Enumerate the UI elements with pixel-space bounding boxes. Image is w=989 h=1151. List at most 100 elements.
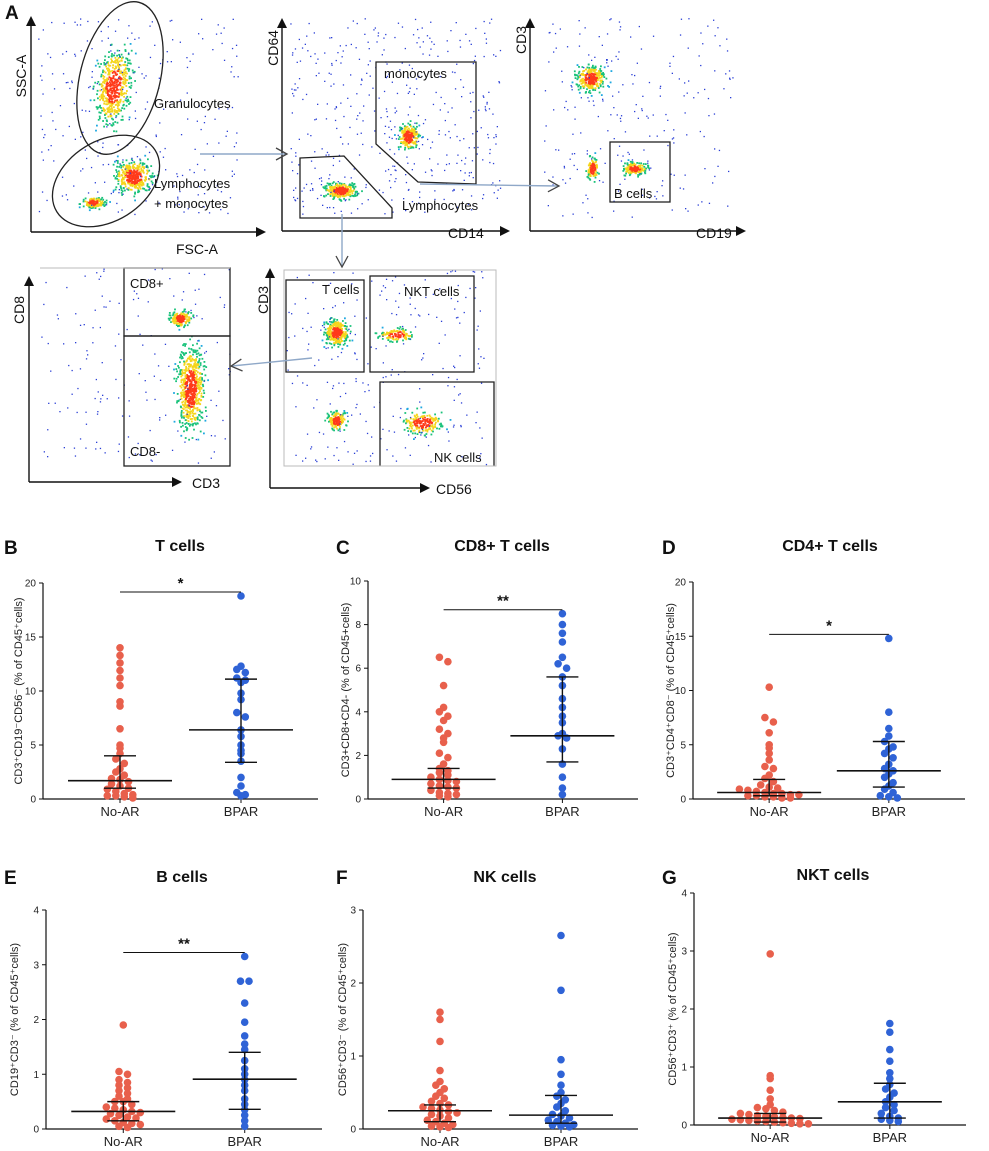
flow-event — [121, 415, 124, 417]
flow-event — [196, 409, 199, 411]
flow-event — [622, 84, 624, 86]
flow-event — [578, 91, 581, 94]
flow-event — [679, 34, 682, 36]
flow-event — [111, 109, 114, 112]
flow-event — [339, 194, 341, 197]
flow-event — [96, 82, 98, 85]
flow-event — [112, 54, 115, 57]
flow-event — [406, 144, 408, 146]
flow-event — [418, 124, 421, 127]
flow-event — [184, 426, 187, 428]
flow-event — [412, 146, 414, 149]
flow-event — [136, 177, 139, 180]
flow-event — [184, 308, 186, 311]
flow-event — [407, 114, 409, 116]
flow-event — [52, 120, 54, 122]
flow-event — [374, 130, 376, 132]
flow-event — [445, 163, 448, 166]
flow-event — [122, 182, 125, 185]
flow-event — [352, 185, 354, 188]
flow-event — [178, 324, 181, 326]
flow-event — [182, 291, 185, 293]
flow-event — [342, 143, 344, 145]
flow-event — [137, 173, 139, 176]
flow-event — [602, 98, 604, 100]
flow-event — [339, 191, 342, 193]
flow-event — [328, 342, 331, 345]
flow-event — [192, 405, 195, 408]
flow-event — [401, 26, 404, 28]
flow-event — [593, 67, 595, 69]
flow-event — [334, 416, 337, 419]
flow-event — [587, 171, 590, 174]
flow-event — [124, 176, 126, 178]
flow-event — [205, 410, 207, 412]
flow-event — [336, 330, 338, 333]
flow-event — [128, 164, 131, 167]
flow-event — [180, 321, 183, 324]
flow-event — [394, 333, 397, 335]
flow-event — [586, 176, 589, 178]
flow-event — [183, 364, 186, 366]
flow-event — [113, 101, 116, 104]
flow-event — [588, 77, 590, 79]
flow-event — [402, 335, 405, 338]
flow-event — [147, 170, 149, 173]
flow-event — [106, 103, 109, 106]
flow-event — [128, 170, 131, 173]
flow-event — [411, 411, 414, 414]
flow-event — [127, 436, 130, 438]
flow-event — [335, 337, 337, 339]
flow-event — [188, 401, 191, 403]
flow-event — [97, 191, 99, 193]
flow-event — [699, 130, 701, 133]
flow-event — [128, 166, 131, 168]
flow-event — [180, 134, 183, 136]
flow-event — [48, 402, 50, 404]
flow-event — [548, 61, 550, 63]
flow-event — [606, 59, 608, 61]
flow-event — [495, 134, 497, 136]
flow-event — [179, 190, 181, 193]
flow-event — [188, 375, 191, 378]
flow-event — [473, 271, 476, 273]
flow-event — [402, 135, 405, 137]
flow-event — [427, 138, 429, 141]
flow-event — [425, 429, 427, 431]
flow-event — [164, 147, 166, 150]
flow-event — [178, 325, 180, 327]
flow-event — [180, 397, 183, 400]
flow-event — [73, 102, 75, 105]
flow-event — [424, 422, 427, 425]
flow-event — [619, 26, 622, 28]
flow-event — [401, 137, 404, 140]
flow-event — [328, 337, 331, 339]
flow-event — [583, 81, 586, 84]
flow-event — [88, 206, 91, 209]
flow-event — [406, 131, 409, 133]
density-cloud-cd8-neg — [173, 335, 209, 441]
flow-event — [586, 73, 589, 76]
flow-event — [196, 418, 199, 421]
flow-event — [590, 85, 593, 88]
flow-event — [599, 85, 602, 88]
flow-event — [341, 414, 344, 417]
flow-event — [340, 332, 342, 335]
flow-event — [112, 66, 114, 69]
flow-event — [115, 116, 117, 119]
flow-event — [589, 79, 591, 82]
flow-event — [110, 50, 112, 52]
flow-event — [106, 89, 109, 92]
flow-event — [118, 443, 120, 445]
flow-event — [133, 290, 135, 292]
flow-event — [438, 130, 440, 132]
flow-event — [602, 73, 605, 75]
flow-event — [191, 395, 194, 398]
flow-event — [177, 320, 180, 322]
flow-event — [105, 199, 108, 202]
flow-event — [627, 159, 630, 161]
flow-event — [65, 50, 68, 53]
flow-event — [382, 191, 384, 194]
flow-event — [168, 314, 171, 317]
flow-event — [332, 325, 334, 327]
